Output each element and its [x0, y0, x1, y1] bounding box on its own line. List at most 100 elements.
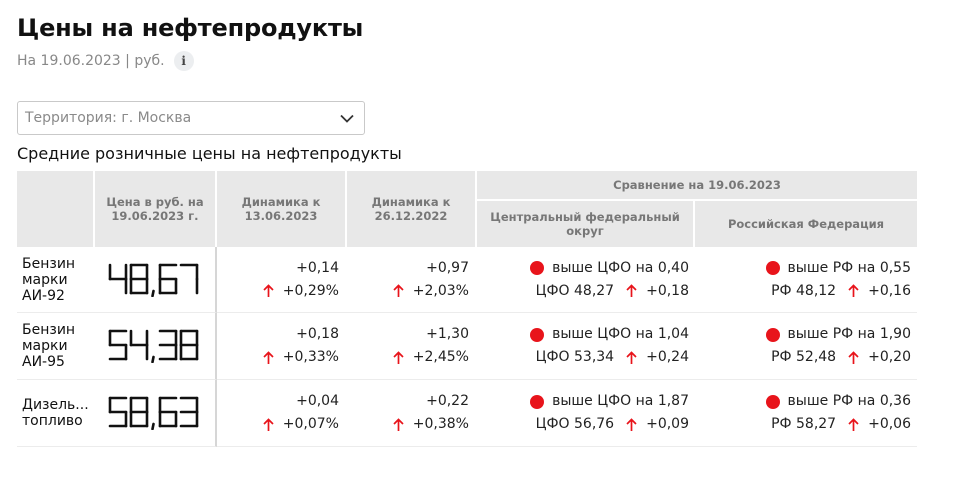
chevron-down-icon [340, 114, 354, 123]
header-cfo: Центральный федеральный округ [477, 201, 695, 247]
dynamics-2-pct: +2,45% [412, 349, 469, 365]
fuel-name-text: Бензин марки АИ-95 [22, 322, 76, 370]
rf-comparison-cell: выше РФ на 1,90 РФ 52,48 +0,20 [695, 313, 917, 380]
rf-value-line: РФ 52,48 +0,20 [771, 346, 911, 369]
arrow-up-icon [626, 350, 637, 364]
price-digit [129, 396, 149, 428]
arrow-up-icon [393, 350, 404, 364]
arrow-up-icon [848, 417, 859, 431]
dynamics-2-pct-line: +2,45% [393, 346, 469, 369]
rf-change: +0,16 [868, 282, 911, 299]
dynamics-2-pct: +2,03% [412, 282, 469, 299]
price-digit [151, 289, 155, 297]
dynamics-1-abs: +0,18 [296, 326, 339, 342]
price-digit [179, 263, 199, 294]
price-digit [108, 329, 128, 361]
price-cell [95, 380, 217, 447]
cfo-change: +0,18 [646, 282, 689, 299]
rf-change: +0,20 [868, 349, 911, 365]
dynamics-2-pct-line: +2,03% [393, 280, 469, 303]
arrow-up-icon [393, 284, 404, 297]
rf-value: РФ 48,12 [771, 282, 837, 299]
arrow-up-icon [626, 417, 637, 431]
price-digit [151, 355, 155, 363]
dynamics-1-cell: +0,18 +0,33% [217, 313, 347, 380]
cfo-change: +0,24 [646, 349, 689, 365]
cfo-comparison-cell: выше ЦФО на 1,04 ЦФО 53,34 +0,24 [477, 313, 695, 380]
price-digit [108, 396, 128, 428]
dynamics-1-cell: +0,04 +0,07% [217, 380, 347, 447]
fuel-name: Бензин марки АИ-92 [17, 247, 95, 313]
cfo-comparison-cell: выше ЦФО на 1,87 ЦФО 56,76 +0,09 [477, 380, 695, 447]
header-price: Цена в руб. на 19.06.2023 г. [95, 171, 217, 247]
dynamics-1-abs: +0,14 [296, 259, 339, 276]
cfo-value-line: ЦФО 48,27 +0,18 [536, 280, 689, 303]
prices-table: Цена в руб. на 19.06.2023 г. Динамика к … [17, 171, 917, 447]
info-icon[interactable]: i [173, 51, 194, 71]
arrow-up-icon [263, 350, 274, 364]
rf-comparison-cell: выше РФ на 0,36 РФ 58,27 +0,06 [695, 380, 917, 447]
rf-value: РФ 52,48 [771, 349, 837, 365]
dynamics-1-pct-line: +0,07% [263, 413, 339, 436]
price-value [108, 329, 199, 363]
price-digit [158, 263, 178, 294]
price-digit [179, 329, 199, 361]
fuel-name-text: Бензин марки АИ-92 [22, 255, 76, 304]
price-cell [95, 247, 217, 313]
rf-status-line: выше РФ на 1,90 [765, 323, 911, 346]
dynamics-2-abs: +0,97 [426, 259, 469, 276]
cfo-status: выше ЦФО на 1,87 [552, 393, 689, 409]
status-dot-icon [765, 261, 780, 275]
price-cell [95, 313, 217, 380]
price-digit [129, 329, 149, 361]
cfo-value-line: ЦФО 53,34 +0,24 [536, 346, 689, 369]
rf-status-line: выше РФ на 0,36 [765, 390, 911, 413]
arrow-up-icon [848, 284, 859, 297]
dynamics-1-abs: +0,04 [296, 393, 339, 409]
rf-status: выше РФ на 0,55 [787, 259, 911, 276]
header-rf: Российская Федерация [695, 201, 917, 247]
cfo-comparison-cell: выше ЦФО на 0,40 ЦФО 48,27 +0,18 [477, 247, 695, 313]
arrow-up-icon [848, 350, 859, 364]
rf-status: выше РФ на 1,90 [787, 326, 911, 342]
rf-value-line: РФ 48,12 +0,16 [771, 280, 911, 303]
status-dot-icon [765, 327, 780, 342]
arrow-up-icon [393, 417, 404, 431]
price-value [108, 263, 199, 297]
price-digit [129, 263, 149, 294]
price-digit [108, 263, 128, 294]
dynamics-2-abs: +1,30 [426, 326, 469, 342]
status-dot-icon [765, 394, 780, 409]
cfo-value: ЦФО 53,34 [535, 349, 615, 365]
rf-change: +0,06 [868, 416, 911, 432]
status-dot-icon [530, 261, 545, 275]
page-title: Цены на нефтепродукты [17, 14, 364, 42]
territory-value: Территория: г. Москва [25, 110, 192, 126]
status-dot-icon [530, 394, 545, 409]
cfo-status: выше ЦФО на 1,04 [552, 326, 689, 342]
dynamics-2-pct: +0,38% [412, 416, 469, 432]
rf-status: выше РФ на 0,36 [787, 393, 911, 409]
price-value [108, 396, 199, 430]
dynamics-1-cell: +0,14 +0,29% [217, 247, 347, 313]
price-digit [158, 396, 178, 428]
cfo-value: ЦФО 56,76 [535, 416, 615, 432]
cfo-status-line: выше ЦФО на 1,87 [530, 390, 689, 413]
dynamics-1-pct: +0,29% [282, 282, 339, 299]
cfo-status-line: выше ЦФО на 1,04 [530, 323, 689, 346]
cfo-value-line: ЦФО 56,76 +0,09 [536, 413, 689, 436]
dynamics-1-pct-line: +0,29% [263, 280, 339, 303]
dynamics-2-cell: +1,30 +2,45% [347, 313, 477, 380]
territory-select[interactable]: Территория: г. Москва [17, 101, 365, 135]
price-digit [151, 422, 155, 430]
cfo-status: выше ЦФО на 0,40 [552, 259, 689, 276]
rf-status-line: выше РФ на 0,55 [765, 257, 911, 280]
dynamics-2-cell: +0,22 +0,38% [347, 380, 477, 447]
status-dot-icon [530, 327, 545, 342]
arrow-up-icon [263, 417, 274, 431]
section-title: Средние розничные цены на нефтепродукты [17, 144, 402, 163]
subtitle-text: На 19.06.2023 | руб. [17, 53, 165, 69]
dynamics-1-pct-line: +0,33% [263, 346, 339, 369]
date-subtitle: На 19.06.2023 | руб. i [17, 51, 194, 71]
header-dynamics-1: Динамика к 13.06.2023 [217, 171, 347, 247]
